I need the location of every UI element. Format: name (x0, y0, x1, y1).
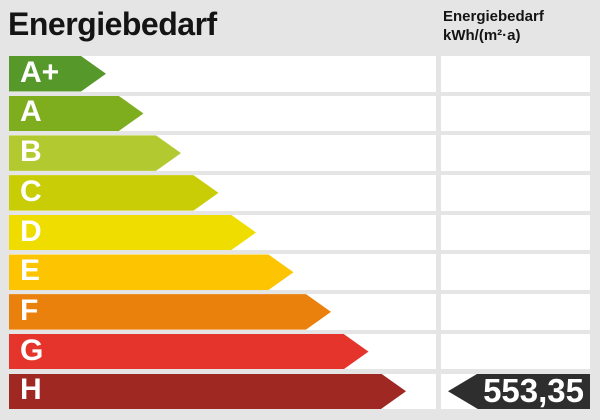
value-cell-f (441, 294, 590, 330)
rating-letter-b: B (20, 135, 42, 169)
rating-bar-b: B (9, 135, 181, 171)
rating-row-e: E (0, 254, 600, 290)
rating-letter-d: D (20, 214, 42, 248)
unit-header-line1: Energiebedarf (443, 8, 544, 25)
value-cell-h: 553,35 (441, 371, 590, 409)
rating-letter-c: C (20, 174, 42, 208)
value-text: 553,35 (483, 371, 584, 409)
rating-letter-f: F (20, 293, 39, 327)
rating-row-d: D (0, 214, 600, 251)
rating-row-h: H 553,35 (0, 371, 600, 410)
rating-scale: A+ A B C D E F G H 553,35 (0, 56, 600, 413)
value-cell-a (441, 95, 590, 132)
rating-row-b: B (0, 135, 600, 171)
rating-letter-h: H (20, 373, 42, 407)
rating-row-f: F (0, 294, 600, 330)
value-cell-c (441, 175, 590, 211)
rating-bar-a: A (9, 96, 144, 132)
rating-bar-d: D (9, 215, 256, 251)
rating-bar-f: F (9, 294, 331, 330)
value-cell-e (441, 254, 590, 290)
unit-header-line2: kWh/(m²·a) (443, 27, 521, 44)
rating-letter-e: E (20, 254, 41, 288)
value-cell-d (441, 214, 590, 251)
value-cell-aplus (441, 56, 590, 92)
value-cell-g (441, 333, 590, 370)
rating-letter-g: G (20, 333, 44, 367)
rating-row-a: A (0, 95, 600, 132)
rating-bar-g: G (9, 334, 369, 370)
rating-bar-e: E (9, 254, 294, 290)
rating-letter-a: A (20, 95, 42, 129)
rating-row-g: G (0, 333, 600, 370)
value-cell-b (441, 135, 590, 171)
rating-row-c: C (0, 175, 600, 211)
rating-row-aplus: A+ (0, 56, 600, 92)
rating-bar-h: H (9, 374, 406, 410)
rating-bar-c: C (9, 175, 219, 211)
value-arrow: 553,35 (448, 371, 590, 409)
page-title: Energiebedarf (8, 6, 217, 42)
rating-letter-aplus: A+ (20, 55, 60, 89)
unit-header: Energiebedarf kWh/(m²·a) (443, 7, 544, 45)
